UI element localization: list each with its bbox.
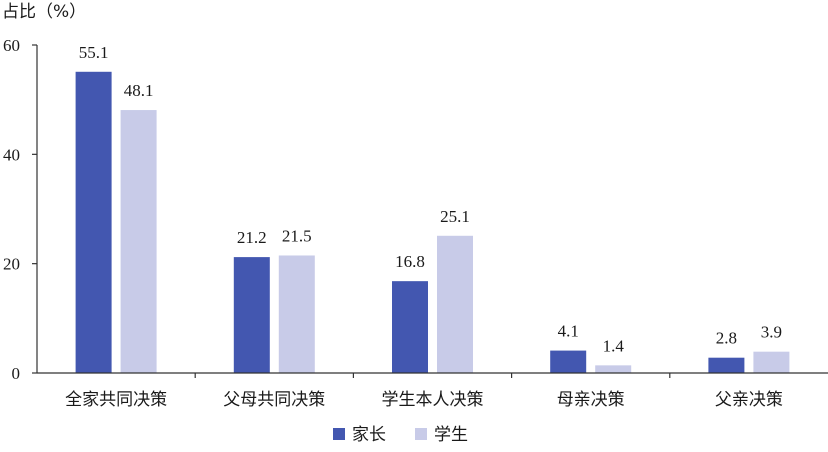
y-tick-label: 20 [3, 255, 20, 274]
legend-swatch [415, 428, 427, 440]
bar-student [753, 351, 790, 373]
x-tick-label: 母亲决策 [557, 390, 625, 410]
x-tick-label: 全家共同决策 [65, 390, 167, 410]
y-axis-ticks: 0 20 40 60 [3, 36, 671, 383]
data-label: 1.4 [603, 336, 625, 355]
x-tick-label: 学生本人决策 [382, 390, 484, 410]
legend-label: 家长 [352, 425, 386, 445]
data-label: 2.8 [716, 329, 737, 348]
data-label: 4.1 [558, 322, 579, 341]
data-labels: 55.1 48.1 21.2 21.5 16.8 25.1 4.1 1.4 2.8 3.9 [79, 43, 782, 356]
y-tick-label: 60 [3, 36, 20, 55]
bar-student [595, 365, 632, 373]
legend-swatch [333, 428, 345, 440]
y-tick-label: 40 [3, 145, 20, 164]
category-labels: 全家共同决策 父母共同决策 学生本人决策 母亲决策 父亲决策 [65, 390, 783, 410]
legend-label: 学生 [434, 425, 468, 445]
data-label: 3.9 [761, 323, 782, 342]
bar-parent [75, 71, 112, 373]
y-tick-label: 0 [12, 364, 21, 383]
bar-parent [550, 350, 587, 373]
legend: 家长 学生 [333, 425, 468, 445]
data-label: 55.1 [79, 43, 109, 62]
y-axis-label: 占比（%） [2, 2, 86, 22]
data-label: 48.1 [124, 81, 154, 100]
bar-student [437, 235, 473, 373]
bars [75, 71, 790, 373]
bar-parent [233, 257, 270, 373]
x-tick-label: 父母共同决策 [223, 390, 325, 410]
data-label: 21.2 [237, 228, 267, 247]
data-label: 16.8 [395, 252, 425, 271]
x-tick-label: 父亲决策 [715, 390, 783, 410]
data-label: 21.5 [282, 226, 312, 245]
data-label: 25.1 [440, 207, 470, 226]
bar-student [120, 110, 157, 373]
bar-parent [392, 281, 428, 373]
bar-parent [708, 357, 745, 373]
bar-student [278, 255, 315, 373]
